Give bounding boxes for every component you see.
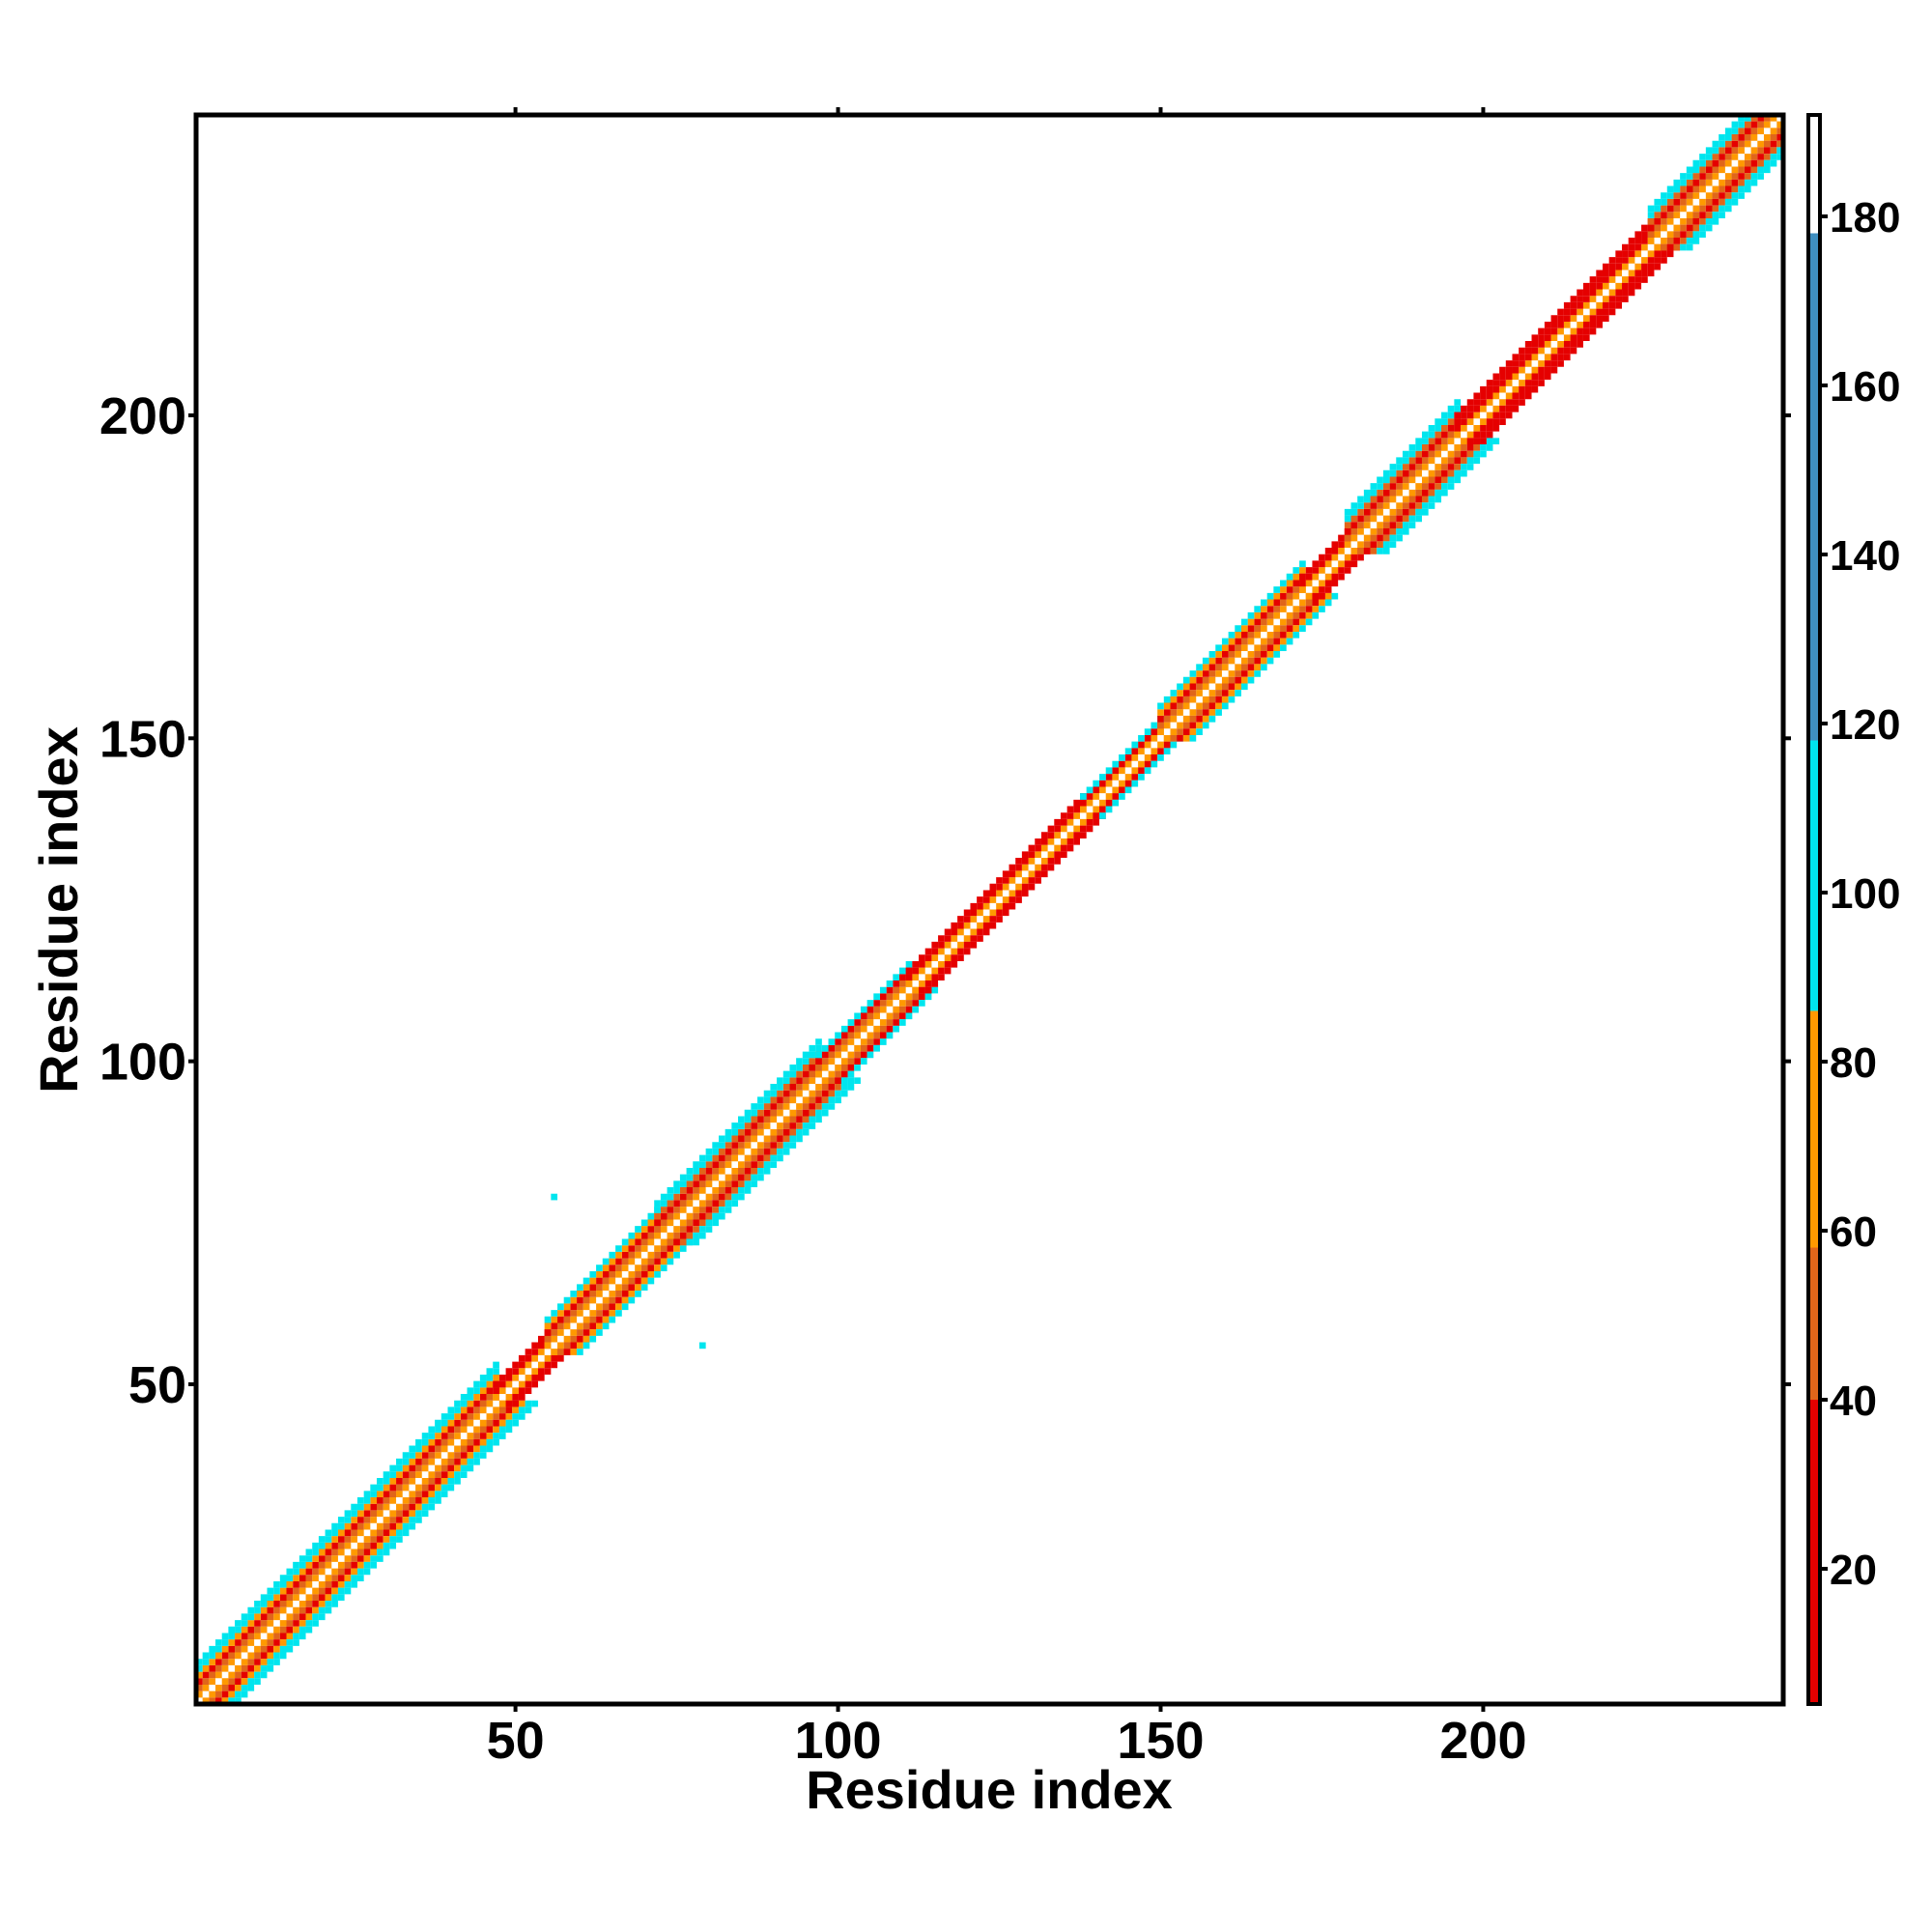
contact-band — [1157, 573, 1325, 742]
contact-band — [654, 1070, 829, 1246]
plot-frame — [193, 112, 1786, 1707]
contact-band — [1454, 224, 1674, 445]
y-tick-label: 50 — [128, 1356, 186, 1414]
x-tick-label: 50 — [487, 1712, 545, 1770]
colorbar-bin — [1808, 1400, 1820, 1704]
contact-band — [1157, 580, 1320, 742]
contact-band — [654, 1058, 841, 1246]
contact-band — [1344, 405, 1493, 554]
x-tick-label: 100 — [794, 1712, 881, 1770]
contact-band — [1299, 527, 1371, 600]
colorbar-tick-label: 60 — [1830, 1208, 1877, 1256]
contact-cell — [551, 1193, 558, 1201]
contact-band — [196, 1394, 506, 1704]
colorbar-bin — [1808, 233, 1820, 741]
contact-band — [815, 974, 925, 1085]
colorbar-bin — [1808, 115, 1820, 234]
contact-band — [493, 1329, 571, 1407]
contact-cell — [698, 1342, 706, 1350]
contact-band — [1454, 238, 1662, 445]
colorbar-tick-label: 20 — [1830, 1547, 1877, 1594]
contact-band — [1454, 231, 1667, 445]
contact-band — [654, 1044, 855, 1246]
contact-band — [654, 1064, 836, 1246]
colorbar-tick-label: 140 — [1830, 532, 1900, 580]
contact-band — [905, 793, 1106, 994]
contact-band — [544, 1219, 680, 1355]
colorbar-bin — [1808, 1247, 1820, 1400]
contact-band — [1157, 586, 1313, 742]
contact-band — [544, 1207, 694, 1355]
contact-band — [493, 1335, 564, 1407]
contact-band — [544, 1232, 668, 1355]
contact-band — [1344, 399, 1500, 554]
contact-band — [1454, 217, 1681, 445]
y-tick-label: 150 — [99, 710, 186, 768]
contact-band — [196, 1374, 526, 1704]
contact-band — [1647, 115, 1783, 251]
colorbar-tick-label: 80 — [1830, 1039, 1877, 1087]
colorbar-tick-label: 100 — [1830, 870, 1900, 918]
colorbar-tick-label: 40 — [1830, 1378, 1877, 1425]
colorbar-bin — [1808, 740, 1820, 1011]
contact-band — [1344, 431, 1467, 554]
x-tick-label: 200 — [1439, 1712, 1526, 1770]
colorbar-bin — [1808, 1010, 1820, 1248]
contact-band — [1080, 728, 1171, 819]
colorbar-tick-label: 120 — [1830, 701, 1900, 749]
contact-band — [1344, 418, 1481, 554]
contact-band — [1157, 567, 1332, 742]
y-axis-label: Residue index — [28, 726, 89, 1094]
contact-band — [815, 980, 920, 1085]
contact-band — [1647, 115, 1783, 251]
colorbar-frame — [1806, 113, 1822, 1706]
x-axis-label: Residue index — [806, 1759, 1173, 1820]
y-tick-label: 100 — [99, 1034, 186, 1092]
y-tick-label: 200 — [99, 387, 186, 445]
contact-band — [196, 1387, 513, 1704]
contact-band — [905, 806, 1094, 994]
contact-band — [1080, 722, 1178, 819]
x-tick-label: 150 — [1117, 1712, 1204, 1770]
colorbar-tick-label: 160 — [1830, 363, 1900, 411]
contact-band — [1647, 115, 1783, 251]
contact-band — [196, 1361, 538, 1704]
colorbar-tick-label: 180 — [1830, 194, 1900, 242]
contact-band — [1647, 115, 1783, 251]
contact-band — [815, 960, 939, 1085]
contact-band — [905, 799, 1100, 994]
heatmap — [196, 115, 1783, 1704]
